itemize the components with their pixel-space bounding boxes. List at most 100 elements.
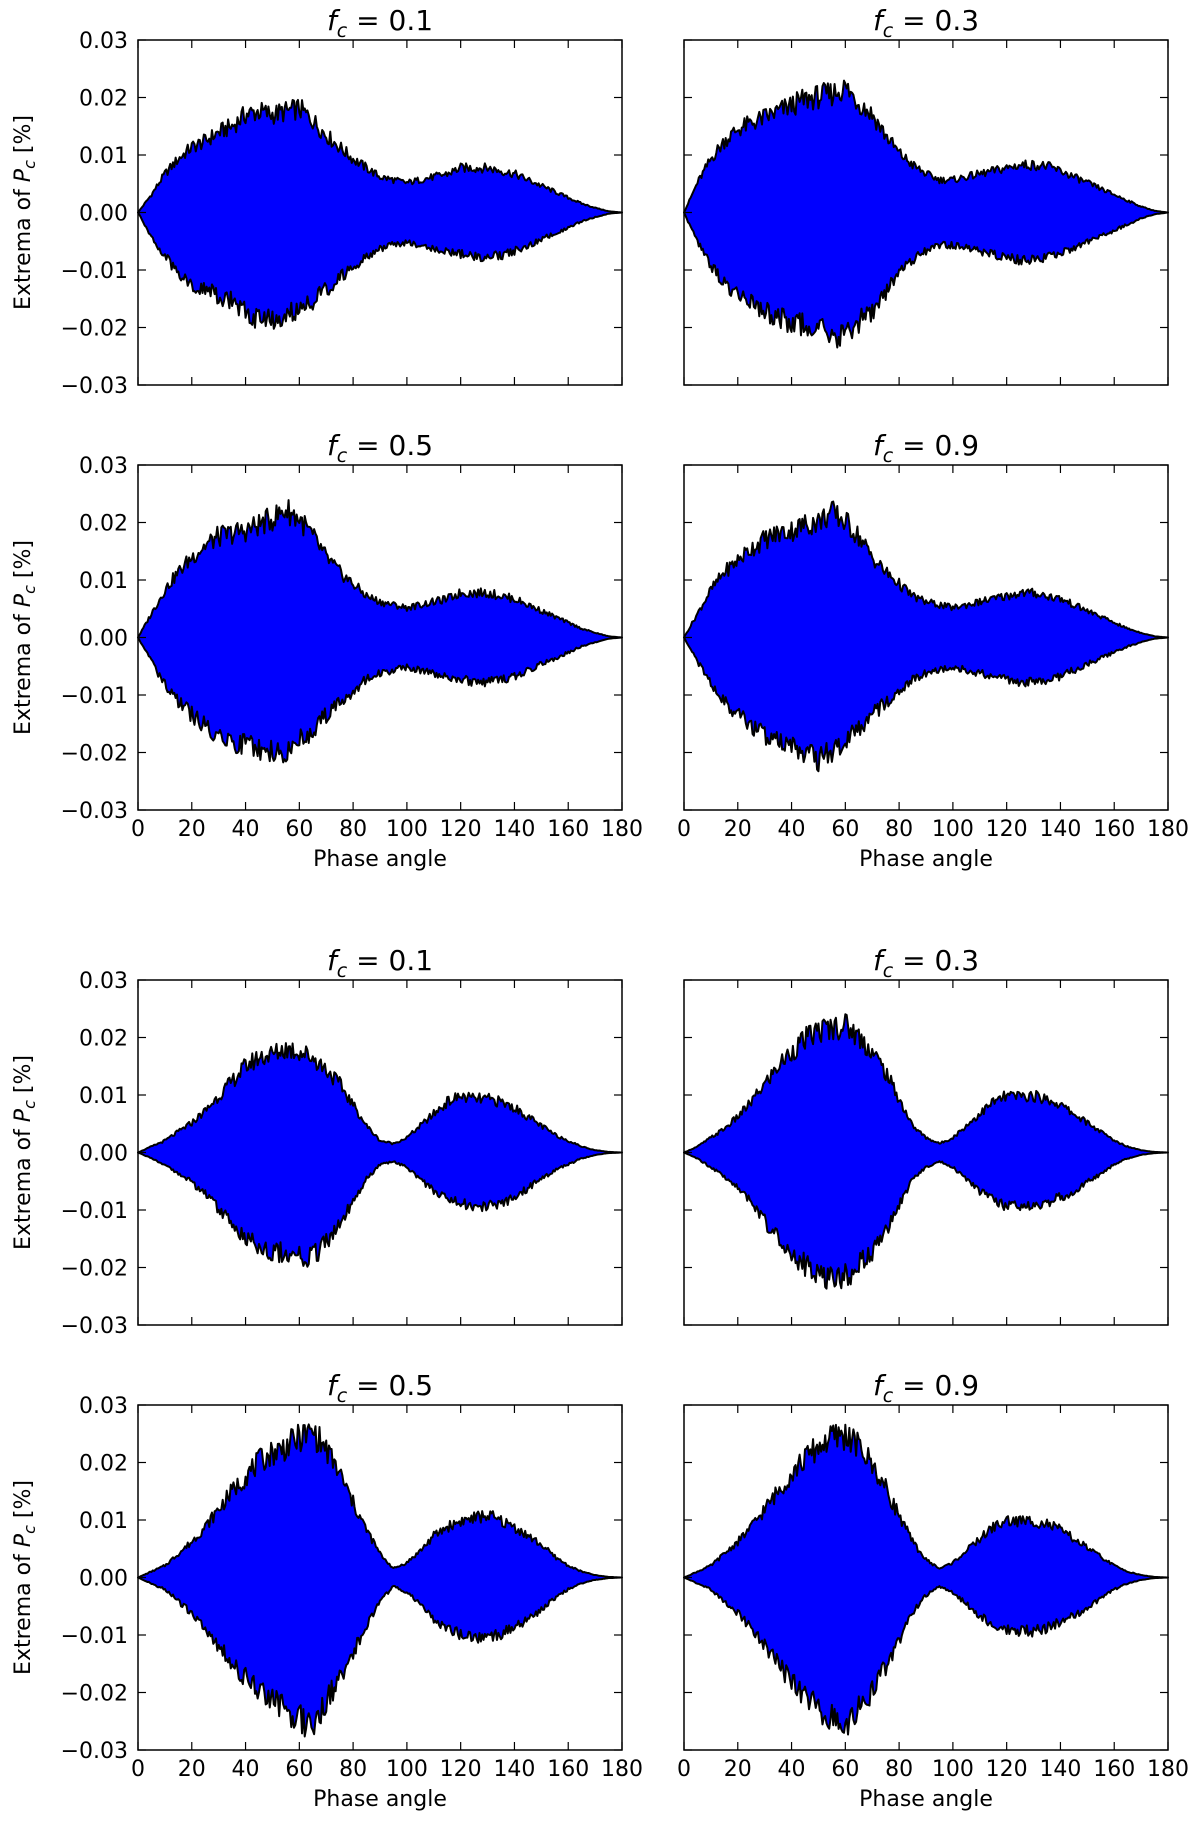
x-tick-label: 160	[547, 1757, 589, 1782]
panel-title: fc = 0.3	[873, 944, 979, 982]
x-tick-label: 0	[131, 817, 145, 842]
x-tick-label: 0	[131, 1757, 145, 1782]
x-tick-label: 140	[1039, 1757, 1081, 1782]
x-tick-label: 60	[285, 1757, 313, 1782]
chart-panel-2: fc = 0.3	[683, 4, 1169, 386]
y-tick-label: 0.02	[79, 1452, 128, 1477]
x-tick-label: 100	[386, 1757, 428, 1782]
chart-panel-8: 0 20 40 60 80 100 120 140 160 180 fc = 0.9 Phase an…	[677, 1369, 1189, 1812]
y-tick-label: 0.00	[79, 627, 128, 652]
y-tick-label: −0.03	[61, 1314, 128, 1339]
y-tick-label: 0.02	[79, 512, 128, 537]
x-tick-label: 100	[932, 817, 974, 842]
panel-title: fc = 0.5	[327, 1369, 433, 1407]
y-tick-label: 0.01	[79, 144, 128, 169]
x-tick-label: 40	[778, 817, 806, 842]
y-tick-label: 0.01	[79, 569, 128, 594]
y-tick-label: 0.00	[79, 1567, 128, 1592]
y-tick-label: 0.00	[79, 202, 128, 227]
y-tick-label: 0.02	[79, 87, 128, 112]
x-tick-label: 80	[885, 817, 913, 842]
chart-panel-4: 0 20 40 60 80 100 120 140 160 180 fc = 0.9 Phase an…	[677, 429, 1189, 872]
y-tick-label: −0.01	[61, 1199, 128, 1224]
x-tick-label: 180	[601, 1757, 643, 1782]
x-tick-label: 80	[885, 1757, 913, 1782]
extrema-envelope-area	[137, 1042, 623, 1268]
panel-title: fc = 0.9	[873, 429, 979, 467]
x-tick-label: 20	[178, 817, 206, 842]
y-tick-label: 0.03	[79, 454, 128, 479]
y-tick-label: 0.00	[79, 1142, 128, 1167]
x-tick-label: 180	[1147, 1757, 1189, 1782]
chart-panel-6: fc = 0.3	[683, 944, 1169, 1326]
y-axis-label: Extrema of Pc [%]	[11, 115, 39, 310]
chart-panel-7: 0 20 40 60 80 100 120 140 160 180 0.03 0.02 0.01 0.00…	[11, 1369, 643, 1812]
y-tick-label: −0.02	[61, 1257, 128, 1282]
x-tick-label: 20	[178, 1757, 206, 1782]
x-tick-label: 40	[232, 817, 260, 842]
chart-panel-5: 0.03 0.02 0.01 0.00 −0.01 −0.02 −0.03 fc = 0.1 E…	[11, 944, 623, 1339]
x-tick-label: 80	[339, 1757, 367, 1782]
x-tick-label: 80	[339, 817, 367, 842]
y-tick-label: −0.01	[61, 684, 128, 709]
y-tick-label: 0.01	[79, 1084, 128, 1109]
x-axis-label: Phase angle	[859, 1787, 993, 1812]
x-tick-label: 160	[547, 817, 589, 842]
y-tick-label: −0.02	[61, 742, 128, 767]
y-tick-label: −0.03	[61, 374, 128, 399]
extrema-envelope-area	[683, 1013, 1169, 1290]
extrema-envelope-area	[683, 500, 1169, 773]
y-axis-label: Extrema of Pc [%]	[11, 540, 39, 735]
x-tick-label: 100	[932, 1757, 974, 1782]
y-tick-label: 0.02	[79, 1027, 128, 1052]
x-tick-label: 180	[601, 817, 643, 842]
x-tick-label: 140	[493, 817, 535, 842]
extrema-envelope-area	[137, 1423, 623, 1738]
x-tick-label: 120	[986, 817, 1028, 842]
x-tick-label: 120	[440, 817, 482, 842]
x-tick-label: 20	[724, 817, 752, 842]
extrema-envelope-area	[137, 499, 623, 764]
y-tick-label: 0.03	[79, 969, 128, 994]
y-tick-label: −0.01	[61, 259, 128, 284]
x-tick-label: 20	[724, 1757, 752, 1782]
x-tick-label: 140	[493, 1757, 535, 1782]
x-tick-label: 100	[386, 817, 428, 842]
extrema-envelope-area	[683, 79, 1169, 349]
panel-title: fc = 0.3	[873, 4, 979, 42]
x-axis-label: Phase angle	[313, 847, 447, 872]
extrema-envelope-area	[683, 1423, 1169, 1736]
extrema-envelope-area	[137, 98, 623, 330]
y-axis-label: Extrema of Pc [%]	[11, 1480, 39, 1675]
y-tick-label: −0.02	[61, 317, 128, 342]
x-axis-label: Phase angle	[313, 1787, 447, 1812]
x-tick-label: 140	[1039, 817, 1081, 842]
x-tick-label: 160	[1093, 817, 1135, 842]
x-tick-label: 160	[1093, 1757, 1135, 1782]
x-tick-label: 0	[677, 817, 691, 842]
y-axis-label: Extrema of Pc [%]	[11, 1055, 39, 1250]
x-tick-label: 120	[440, 1757, 482, 1782]
y-tick-label: 0.03	[79, 29, 128, 54]
y-tick-label: 0.01	[79, 1509, 128, 1534]
x-tick-label: 120	[986, 1757, 1028, 1782]
x-tick-label: 60	[285, 817, 313, 842]
y-tick-label: −0.03	[61, 1739, 128, 1764]
y-tick-label: −0.01	[61, 1624, 128, 1649]
y-tick-label: −0.03	[61, 799, 128, 824]
chart-panel-1: 0.03 0.02 0.01 0.00 −0.01 −0.02 −0.03 fc = 0.1 E…	[11, 4, 623, 399]
x-axis-label: Phase angle	[859, 847, 993, 872]
y-tick-label: −0.02	[61, 1682, 128, 1707]
x-tick-label: 40	[778, 1757, 806, 1782]
panel-title: fc = 0.1	[327, 944, 433, 982]
panel-title: fc = 0.5	[327, 429, 433, 467]
chart-panel-3: 0 20 40 60 80 100 120 140 160 180 0.03 0.02 0.01 0.00…	[11, 429, 643, 872]
x-tick-label: 40	[232, 1757, 260, 1782]
x-tick-label: 60	[831, 1757, 859, 1782]
x-tick-label: 180	[1147, 817, 1189, 842]
panel-title: fc = 0.9	[873, 1369, 979, 1407]
y-tick-label: 0.03	[79, 1394, 128, 1419]
x-tick-label: 0	[677, 1757, 691, 1782]
x-tick-label: 60	[831, 817, 859, 842]
